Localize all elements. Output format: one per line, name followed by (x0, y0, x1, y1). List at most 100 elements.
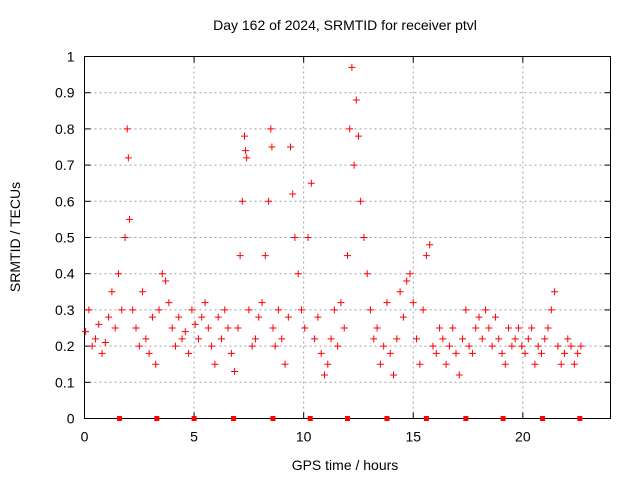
data-point (181, 328, 189, 336)
data-point (208, 342, 216, 350)
bottom-marker (270, 416, 276, 421)
data-point (185, 349, 193, 357)
data-point (574, 349, 582, 357)
data-point (327, 335, 335, 343)
data-point (468, 349, 476, 357)
data-point (301, 324, 309, 332)
data-point (537, 349, 545, 357)
data-point (403, 277, 411, 285)
data-point (518, 342, 526, 350)
data-point (142, 335, 150, 343)
data-point (363, 270, 371, 278)
data-point (243, 154, 251, 162)
data-point (370, 335, 378, 343)
data-point (449, 324, 457, 332)
data-point (482, 306, 490, 314)
data-point (495, 335, 503, 343)
data-point (101, 338, 109, 346)
bottom-marker (384, 416, 390, 421)
data-point (188, 306, 196, 314)
data-point (413, 335, 421, 343)
data-point (175, 313, 183, 321)
data-point (214, 313, 222, 321)
data-point (436, 324, 444, 332)
y-tick-label: 0.5 (55, 230, 75, 246)
data-point (426, 241, 434, 249)
data-point (508, 342, 516, 350)
data-point (121, 234, 129, 241)
data-point (544, 324, 552, 332)
x-tick-label: 20 (515, 429, 531, 445)
x-tick-label: 0 (81, 429, 89, 445)
y-tick-label: 0.3 (55, 302, 75, 318)
x-axis-label: GPS time / hours (292, 457, 399, 473)
y-tick-label: 0.2 (55, 338, 75, 354)
data-point (297, 306, 305, 314)
data-point (227, 349, 235, 357)
data-point (268, 143, 276, 151)
data-point (314, 313, 322, 321)
data-point (284, 313, 292, 321)
axis-ticks: 00.10.20.30.40.50.60.70.80.910 5 10 15 20 (55, 49, 611, 445)
data-point (317, 349, 325, 357)
data-point (348, 63, 356, 71)
data-point (158, 270, 166, 278)
data-point (221, 306, 229, 314)
data-point (307, 179, 315, 187)
data-point (269, 324, 277, 332)
data-point (346, 125, 354, 133)
y-tick-label: 0.1 (55, 374, 75, 390)
data-point (455, 371, 463, 379)
data-point (390, 371, 398, 379)
x-tick-label: 10 (296, 429, 312, 445)
data-point (194, 335, 202, 343)
data-point (324, 360, 332, 368)
bottom-marker (423, 416, 429, 421)
data-point (399, 313, 407, 321)
data-point (577, 342, 585, 350)
data-point (445, 342, 453, 350)
data-point (114, 270, 122, 278)
data-point (409, 299, 417, 307)
data-point (383, 299, 391, 307)
data-point (258, 299, 266, 307)
data-point (217, 335, 225, 343)
data-point (564, 335, 572, 343)
data-point (125, 215, 133, 223)
data-point (204, 324, 212, 332)
data-point (419, 306, 427, 314)
data-point (91, 335, 99, 343)
data-point (344, 252, 351, 260)
data-point (242, 147, 250, 155)
data-point (168, 324, 176, 332)
bottom-marker (345, 416, 350, 421)
data-point (95, 320, 103, 328)
data-point (251, 335, 259, 343)
bottom-marker (117, 416, 123, 421)
data-point (367, 306, 375, 314)
data-point (396, 288, 404, 296)
data-point (439, 335, 447, 343)
data-point (337, 299, 345, 307)
data-point (289, 190, 297, 198)
data-point (265, 197, 273, 205)
y-tick-label: 0.4 (55, 266, 75, 282)
data-point (501, 360, 509, 368)
data-point (350, 161, 358, 169)
data-point (330, 306, 338, 314)
data-point (281, 360, 289, 368)
y-tick-label: 0.8 (55, 121, 75, 137)
data-point (304, 234, 312, 241)
data-point (201, 299, 209, 307)
data-point (498, 349, 506, 357)
data-point (124, 154, 132, 162)
data-point (547, 306, 555, 314)
data-point (274, 306, 282, 314)
data-point (340, 324, 348, 332)
bottom-marker (500, 416, 506, 421)
bottom-marker (154, 416, 160, 421)
bottom-marker (540, 416, 546, 421)
data-point (198, 313, 206, 321)
data-point (231, 367, 239, 375)
